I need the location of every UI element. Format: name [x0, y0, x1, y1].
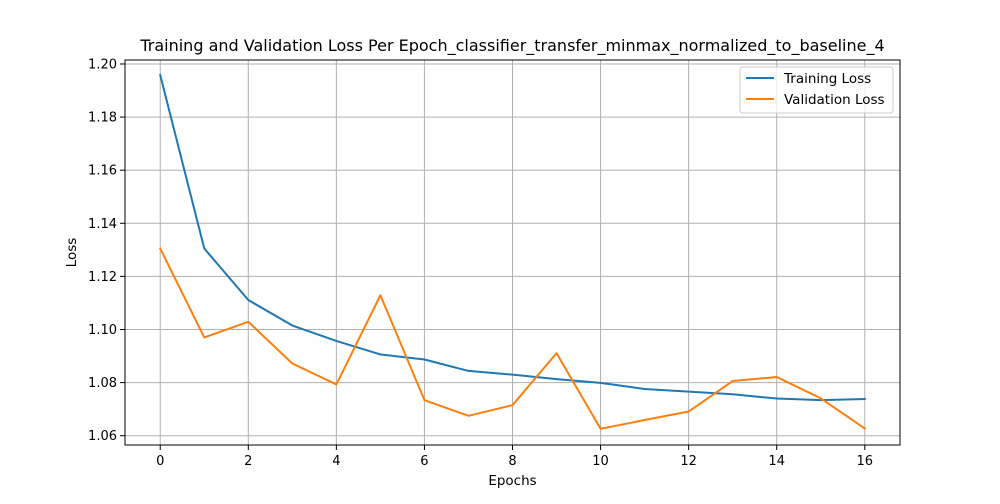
legend-label-validation-loss: Validation Loss [784, 92, 885, 108]
y-tick-label: 1.14 [88, 217, 117, 232]
y-tick-label: 1.06 [88, 429, 117, 444]
y-tick-label: 1.08 [88, 376, 117, 391]
x-tick-label: 8 [508, 454, 516, 469]
y-tick-label: 1.18 [88, 111, 117, 126]
x-tick-label: 4 [332, 454, 340, 469]
x-tick-label: 12 [680, 454, 697, 469]
x-tick-label: 10 [592, 454, 609, 469]
y-tick-label: 1.12 [88, 270, 117, 285]
x-tick-label: 6 [420, 454, 428, 469]
y-tick-label: 1.10 [88, 323, 117, 338]
legend-label-training-loss: Training Loss [783, 71, 871, 87]
x-axis-label: Epochs [488, 473, 536, 489]
y-tick-label: 1.20 [88, 57, 117, 72]
chart-title: Training and Validation Loss Per Epoch_c… [139, 36, 884, 56]
legend: Training Loss Validation Loss [740, 67, 893, 113]
y-axis-label: Loss [64, 238, 80, 268]
x-tick-label: 14 [768, 454, 785, 469]
y-tick-label: 1.16 [88, 164, 117, 179]
x-tick-label: 16 [856, 454, 873, 469]
x-tick-label: 0 [156, 454, 164, 469]
x-tick-label: 2 [244, 454, 252, 469]
